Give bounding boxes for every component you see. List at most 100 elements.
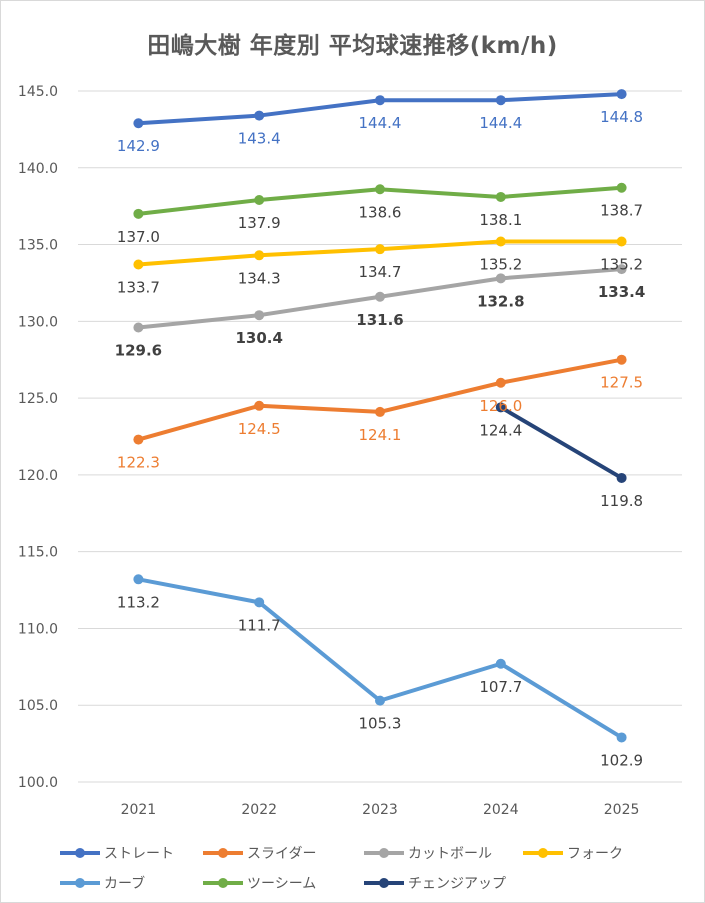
data-point bbox=[616, 472, 627, 483]
data-label: 130.4 bbox=[235, 329, 282, 347]
legend-item: チェンジアップ bbox=[364, 876, 506, 892]
data-label: 144.4 bbox=[479, 114, 522, 132]
legend-item: フォーク bbox=[523, 846, 623, 862]
data-point bbox=[616, 264, 627, 275]
data-label: 134.7 bbox=[359, 263, 402, 281]
data-point bbox=[133, 259, 144, 270]
data-label: 113.2 bbox=[117, 593, 160, 611]
series-6 bbox=[495, 402, 627, 483]
chart-title: 田嶋大樹 年度別 平均球速推移(km/h) bbox=[147, 33, 558, 59]
y-tick-label: 140.0 bbox=[18, 161, 58, 177]
legend-marker bbox=[218, 878, 228, 888]
data-label: 122.3 bbox=[117, 454, 160, 472]
series-2 bbox=[133, 264, 627, 333]
legend-marker bbox=[75, 848, 85, 858]
data-point bbox=[375, 406, 385, 417]
legend-label: スライダー bbox=[247, 846, 316, 862]
legend-marker bbox=[379, 848, 389, 858]
legend-marker bbox=[218, 848, 228, 858]
y-tick-label: 100.0 bbox=[18, 775, 58, 791]
data-label: 133.4 bbox=[598, 283, 645, 301]
data-label: 129.6 bbox=[115, 341, 162, 359]
data-label: 134.3 bbox=[238, 269, 281, 287]
y-tick-label: 105.0 bbox=[18, 698, 58, 714]
data-label: 138.7 bbox=[600, 202, 643, 220]
data-point bbox=[616, 236, 627, 247]
data-point bbox=[495, 658, 506, 669]
data-point bbox=[616, 732, 627, 743]
data-label: 133.7 bbox=[117, 279, 160, 297]
legend-marker bbox=[379, 878, 389, 888]
data-label: 131.6 bbox=[356, 311, 403, 329]
series-3 bbox=[133, 236, 627, 270]
data-label: 138.6 bbox=[359, 203, 402, 221]
y-tick-label: 120.0 bbox=[18, 468, 58, 484]
data-point bbox=[616, 354, 627, 365]
data-point bbox=[254, 400, 265, 411]
data-point bbox=[133, 322, 144, 333]
data-point bbox=[133, 118, 144, 129]
y-tick-label: 125.0 bbox=[18, 391, 58, 407]
series-1 bbox=[133, 354, 627, 445]
y-tick-label: 115.0 bbox=[18, 545, 58, 561]
series-4 bbox=[133, 574, 627, 743]
y-tick-label: 145.0 bbox=[18, 84, 58, 100]
data-point bbox=[375, 95, 385, 106]
series-0 bbox=[133, 89, 627, 129]
data-label: 144.8 bbox=[600, 108, 643, 126]
legend-item: ストレート bbox=[60, 846, 174, 862]
data-point bbox=[254, 310, 265, 321]
data-point bbox=[616, 89, 627, 100]
data-label: 119.8 bbox=[600, 492, 643, 510]
data-label: 137.9 bbox=[238, 214, 281, 232]
data-point bbox=[495, 402, 506, 413]
legend-label: カーブ bbox=[104, 875, 145, 892]
x-tick-label: 2024 bbox=[483, 802, 519, 818]
data-point bbox=[254, 597, 265, 608]
legend-label: ストレート bbox=[104, 846, 174, 862]
data-point bbox=[375, 695, 385, 706]
data-label: 102.9 bbox=[600, 751, 643, 769]
legend-item: カーブ bbox=[60, 875, 145, 892]
data-label: 132.8 bbox=[477, 292, 524, 310]
data-label: 126.0 bbox=[479, 397, 522, 415]
data-label: 135.2 bbox=[600, 255, 643, 273]
data-point bbox=[133, 434, 144, 445]
legend-label: フォーク bbox=[567, 846, 623, 862]
series-line bbox=[498, 405, 624, 480]
data-point bbox=[495, 191, 506, 202]
legend-label: カットボール bbox=[408, 846, 492, 862]
data-label: 124.5 bbox=[238, 420, 281, 438]
data-label: 107.7 bbox=[479, 678, 522, 696]
legend-item: カットボール bbox=[364, 846, 492, 862]
data-point bbox=[375, 291, 385, 302]
data-label: 124.4 bbox=[479, 421, 522, 439]
legend-item: ツーシーム bbox=[203, 876, 316, 892]
data-point bbox=[375, 244, 385, 255]
x-tick-label: 2023 bbox=[362, 802, 398, 818]
data-point bbox=[495, 95, 506, 106]
data-point bbox=[133, 208, 144, 219]
legend-item: スライダー bbox=[203, 846, 316, 862]
data-point bbox=[254, 250, 265, 261]
data-point bbox=[495, 377, 506, 388]
y-tick-label: 130.0 bbox=[18, 314, 58, 330]
y-axis: 100.0 105.0 110.0 115.0 120.0 125.0 130.0 135.0… bbox=[18, 84, 58, 791]
data-point bbox=[254, 110, 265, 121]
legend-marker bbox=[75, 878, 85, 888]
x-tick-label: 2022 bbox=[241, 802, 277, 818]
data-point bbox=[495, 236, 506, 247]
data-label: 105.3 bbox=[359, 715, 402, 733]
data-point bbox=[254, 195, 265, 206]
data-label: 127.5 bbox=[600, 374, 643, 392]
data-label: 137.0 bbox=[117, 228, 160, 246]
data-point bbox=[133, 574, 144, 585]
legend-label: ツーシーム bbox=[247, 876, 316, 892]
legend-marker bbox=[538, 848, 548, 858]
x-axis: 2021 2022 2023 2024 2025 bbox=[121, 802, 640, 818]
data-point bbox=[616, 182, 627, 193]
y-tick-label: 110.0 bbox=[18, 621, 58, 637]
